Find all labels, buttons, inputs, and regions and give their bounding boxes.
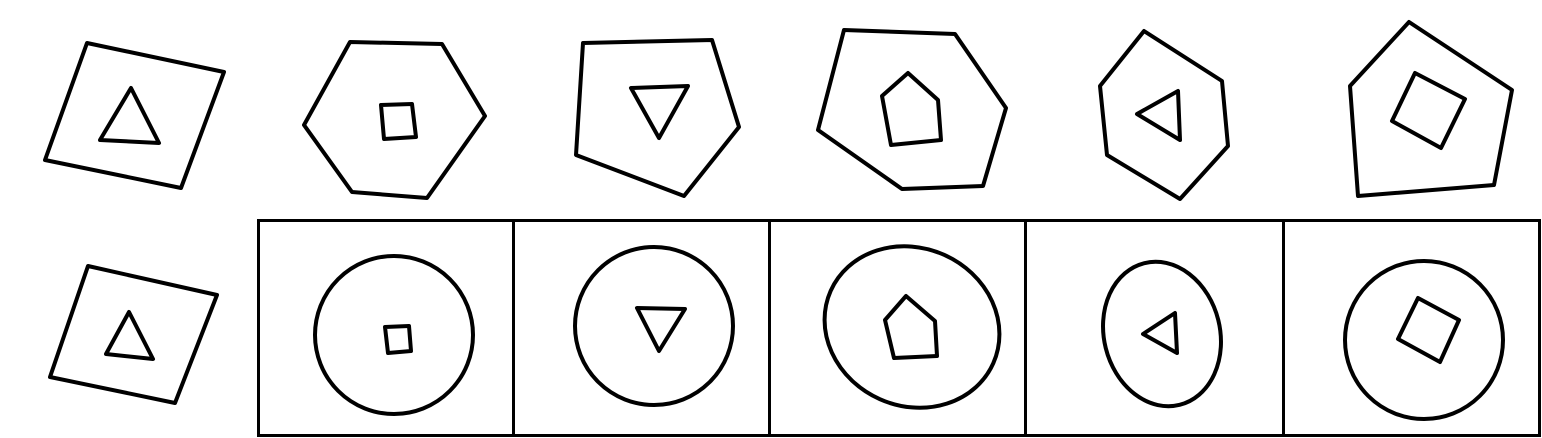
top-figure-2: [302, 40, 487, 200]
outer-ellipse-shape: [822, 244, 1002, 410]
outer-hexagon-shape: [816, 28, 1008, 191]
outer-hexagon-shape: [302, 40, 487, 200]
outer-circle-shape: [313, 254, 475, 416]
option-figure-1: [313, 254, 475, 416]
inner-triangle-shape: [1141, 311, 1179, 355]
inner-triangle-shape: [104, 310, 155, 361]
top-figure-6: [1348, 20, 1514, 198]
inner-triangle-shape: [1135, 89, 1182, 142]
outer-circle-shape: [1343, 259, 1505, 421]
outer-hexagon-shape: [1098, 29, 1230, 201]
inner-triangle-shape: [98, 86, 161, 145]
top-figure-5: [1098, 29, 1230, 201]
outer-pentagon-shape: [1348, 20, 1514, 198]
top-figure-4: [816, 28, 1008, 191]
bottom-figure-1: [48, 264, 219, 405]
outer-circle-shape: [573, 245, 735, 407]
option-figure-3: [822, 244, 1002, 410]
top-row: [43, 20, 1514, 201]
option-cells: [257, 219, 1541, 437]
outer-square-shape: [43, 41, 226, 190]
outer-square-shape: [48, 264, 219, 405]
option-figure-4: [1101, 259, 1223, 409]
inner-triangle-shape: [635, 306, 687, 353]
top-figure-1: [43, 41, 226, 190]
inner-square-shape: [1390, 71, 1467, 150]
option-figure-5: [1343, 259, 1505, 421]
outer-pentagon-shape: [574, 38, 741, 198]
top-figure-3: [574, 38, 741, 198]
inner-square-shape: [379, 102, 418, 141]
inner-triangle-shape: [629, 84, 690, 140]
inner-pentagon-shape: [880, 71, 943, 147]
outer-ellipse-shape: [1101, 259, 1223, 409]
option-cell-frame-5[interactable]: [1282, 219, 1541, 437]
inner-square-shape: [383, 324, 413, 355]
option-figure-2: [573, 245, 735, 407]
inner-square-shape: [1396, 296, 1461, 364]
inner-pentagon-shape: [883, 294, 939, 360]
